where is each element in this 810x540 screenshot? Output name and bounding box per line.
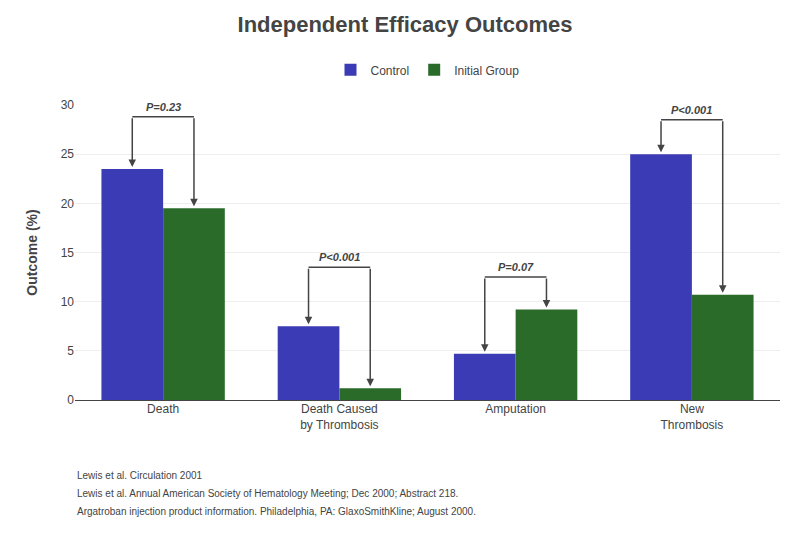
- svg-text:Amputation: Amputation: [485, 402, 546, 416]
- svg-text:0: 0: [67, 393, 74, 407]
- svg-text:P=0.23: P=0.23: [146, 101, 181, 113]
- svg-text:Death: Death: [147, 402, 179, 416]
- svg-text:P<0.001: P<0.001: [319, 251, 360, 263]
- svg-text:Initial Group: Initial Group: [454, 64, 519, 78]
- svg-text:25: 25: [61, 147, 75, 161]
- svg-text:Control: Control: [371, 64, 410, 78]
- svg-text:Independent Efficacy Outcomes: Independent Efficacy Outcomes: [238, 12, 573, 37]
- svg-text:NewThrombosis: NewThrombosis: [661, 402, 724, 432]
- svg-text:Lewis et al. Annual American S: Lewis et al. Annual American Society of …: [77, 488, 458, 499]
- svg-text:Argatroban injection product i: Argatroban injection product information…: [77, 506, 476, 517]
- svg-text:10: 10: [61, 295, 75, 309]
- svg-text:Outcome (%): Outcome (%): [24, 209, 40, 295]
- svg-text:P=0.07: P=0.07: [498, 261, 534, 273]
- svg-text:5: 5: [67, 344, 74, 358]
- svg-text:20: 20: [61, 197, 75, 211]
- svg-text:Death Causedby Thrombosis: Death Causedby Thrombosis: [300, 402, 378, 432]
- svg-text:15: 15: [61, 246, 75, 260]
- svg-text:30: 30: [61, 98, 75, 112]
- svg-text:Lewis et al. Circulation 2001: Lewis et al. Circulation 2001: [77, 470, 203, 481]
- svg-text:P<0.001: P<0.001: [671, 104, 712, 116]
